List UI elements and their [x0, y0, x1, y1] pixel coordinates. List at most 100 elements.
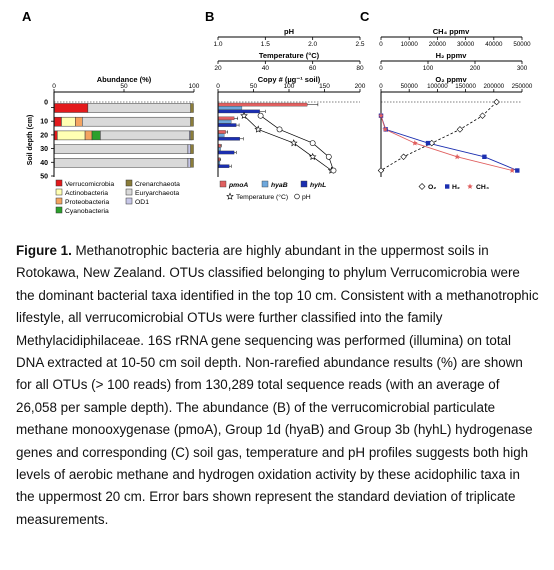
bar-hyaB: [218, 161, 221, 165]
panel-b-bars: [218, 102, 319, 168]
stacked-segment: [61, 116, 76, 127]
legend-label: O₂: [428, 184, 436, 191]
tick-label: 20000: [429, 41, 447, 48]
tick-label: 50000: [401, 83, 419, 90]
temperature-point: [289, 139, 298, 147]
h2-point: [425, 140, 431, 146]
stacked-segment: [54, 130, 58, 141]
ch4-line: [380, 115, 513, 171]
tick-label: 50: [250, 83, 258, 90]
h2-line: [380, 115, 518, 171]
ch4-point: [382, 126, 389, 132]
panel-a-depth-labels: 0 10 20 30 40 50: [40, 100, 54, 181]
circle-icon: [294, 193, 300, 200]
panel-c-o2-title: O₂ ppmv: [435, 75, 467, 84]
panel-c-ch4-title: CH₄ ppmv: [433, 27, 470, 36]
legend-swatch: [261, 180, 269, 188]
bar-pmoA: [218, 143, 221, 148]
legend-label: pmoA: [228, 182, 248, 189]
panel-b-legend: pmoA hyaB hyhL Temperature (°C) pH: [219, 180, 326, 201]
panel-b-copy-ticks: 0 50 100 150 200: [216, 83, 366, 92]
tick-label: 50: [120, 83, 128, 90]
stacked-segment: [100, 130, 190, 141]
legend-label: Crenarchaeota: [135, 181, 180, 188]
bar-hyhL: [218, 137, 240, 141]
o2-point: [479, 112, 486, 119]
crenarchaeota-segment: [190, 130, 194, 141]
depth-label: 40: [40, 160, 48, 167]
temperature-point: [240, 111, 248, 119]
bar-hyaB: [218, 147, 221, 151]
crenarchaeota-segment: [190, 103, 194, 113]
panel-b-profiles: [240, 111, 337, 174]
panel-c-h2-title: H₂ ppmv: [436, 51, 468, 60]
bar-pmoA: [218, 157, 221, 162]
legend-swatch: [300, 180, 308, 188]
ch4-point: [378, 112, 384, 119]
tick-label: 1.5: [261, 41, 270, 48]
temperature-line: [243, 115, 332, 171]
ch4-point: [454, 153, 460, 160]
tick-label: 2.0: [308, 41, 317, 48]
tick-label: 200: [470, 65, 481, 72]
legend-label: Actinobacteria: [65, 190, 108, 197]
ph-point: [325, 153, 332, 160]
h2-point: [515, 168, 520, 173]
tick-label: 60: [309, 65, 317, 72]
o2-point: [456, 126, 464, 133]
tick-label: 0: [379, 41, 383, 48]
tick-label: 0: [379, 83, 383, 90]
legend-swatch: [125, 188, 133, 196]
figure-caption: Figure 1. Methanotrophic bacteria are hi…: [16, 240, 540, 531]
ph-point: [276, 126, 283, 133]
bar-hyaB: [218, 119, 232, 124]
ph-point: [309, 140, 316, 146]
panel-a: Abundance (%) 0 50 100 0 10 20 30 40 50 Soil de…: [27, 75, 200, 215]
stacked-segment: [57, 130, 86, 141]
bar-pmoA: [218, 130, 226, 134]
tick-label: 200: [355, 83, 366, 90]
stacked-segment: [54, 158, 189, 168]
o2-point: [377, 167, 385, 174]
legend-label: hyaB: [271, 182, 288, 189]
caption-lead: Figure 1.: [16, 243, 72, 258]
legend-swatch: [55, 179, 63, 187]
tick-label: 0: [379, 65, 383, 72]
panel-label-a: A: [22, 9, 32, 24]
panel-b-copy-title: Copy # (µg⁻¹ soil): [258, 75, 321, 84]
crenarchaeota-segment: [190, 116, 194, 127]
stacked-segment: [54, 103, 89, 113]
ph-point: [257, 112, 264, 119]
tick-label: 200000: [483, 83, 504, 90]
legend-label: Proteobacteria: [65, 199, 109, 206]
panel-c-ch4-ticks: 0 10000 20000 30000 40000 50000: [379, 37, 531, 48]
bar-hyaB: [218, 133, 225, 138]
caption-text: Methanotrophic bacteria are highly abund…: [16, 243, 539, 527]
bar-pmoA: [218, 116, 235, 121]
stacked-segment: [54, 144, 189, 154]
legend-label: hyhL: [310, 182, 326, 189]
h2-point: [482, 154, 487, 159]
legend-label: pH: [302, 194, 311, 201]
figure-1: A B C Abundance (%) 0 50 100 0 10 20 30 40 50 S…: [22, 9, 533, 215]
depth-label: 30: [40, 146, 48, 153]
bar-hyhL: [218, 109, 260, 114]
panel-label-b: B: [205, 9, 214, 24]
legend-label: Cyanobacteria: [65, 208, 109, 215]
ph-line: [260, 115, 334, 171]
star-icon: [226, 192, 234, 200]
tick-label: 50000: [513, 41, 531, 48]
legend-label: CH₄: [476, 184, 489, 191]
legend-swatch: [55, 206, 63, 214]
tick-label: 100000: [427, 83, 448, 90]
tick-label: 0: [216, 83, 220, 90]
stacked-segment: [75, 116, 83, 127]
panel-a-axis-title: Abundance (%): [97, 75, 152, 84]
panel-c-h2-ticks: 0 100 200 300: [379, 61, 528, 72]
stacked-segment: [84, 130, 93, 141]
depth-label: 20: [40, 132, 48, 139]
temperature-point: [254, 125, 263, 133]
panel-b: pH 1.0 1.5 2.0 2.5 Temperature (°C) 20 40 60 8…: [213, 27, 365, 201]
o2-diamond-icon: [418, 183, 426, 190]
tick-label: 40: [262, 65, 270, 72]
